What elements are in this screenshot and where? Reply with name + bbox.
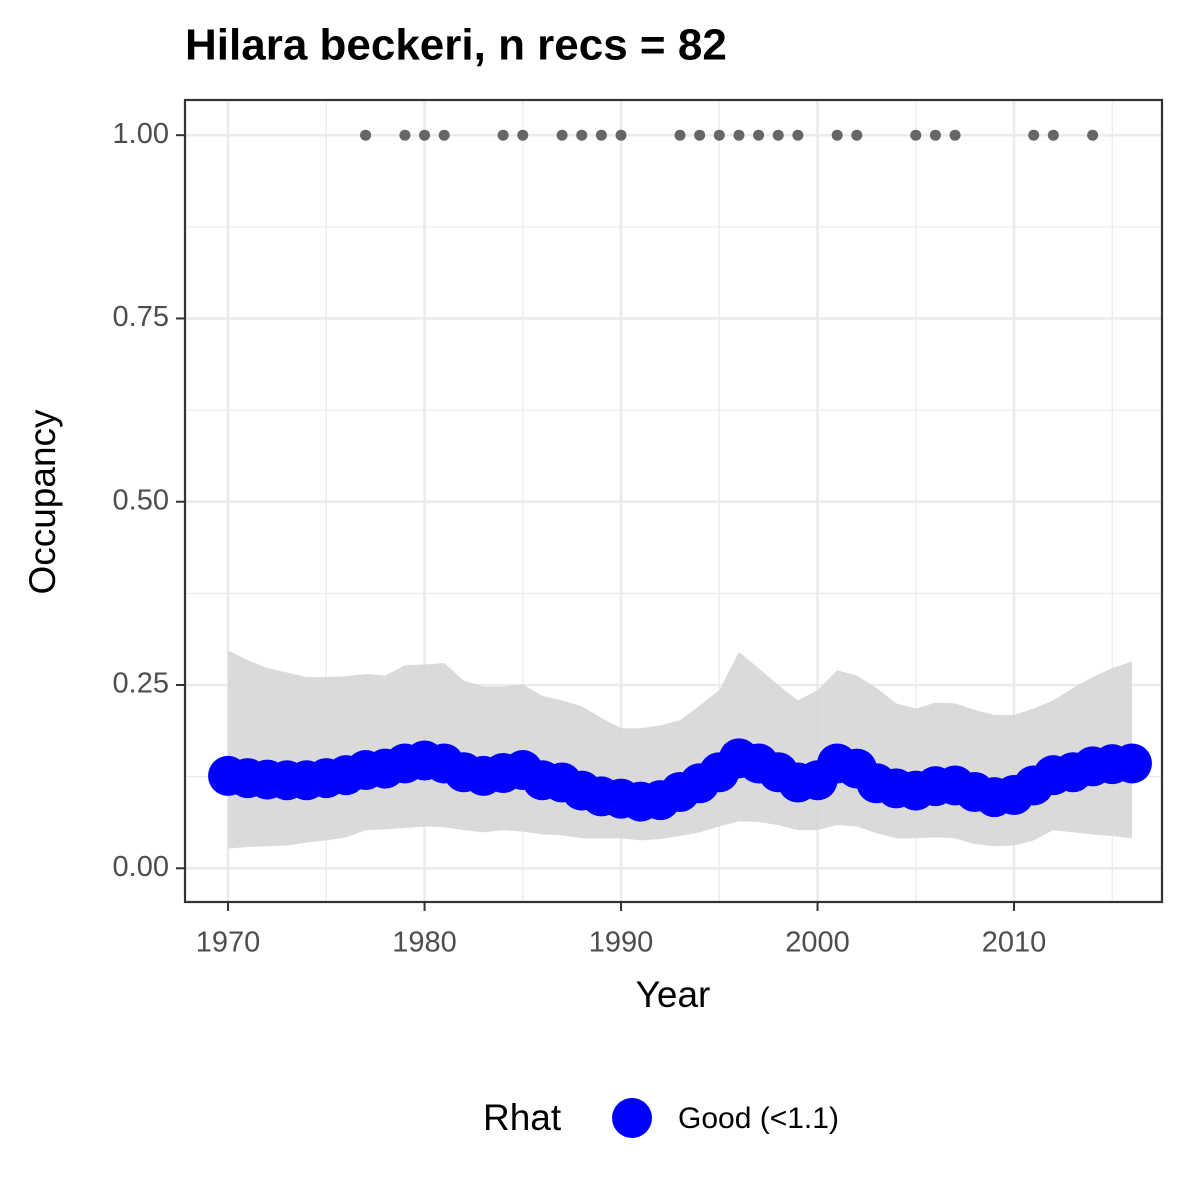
record-point <box>929 129 941 141</box>
record-point <box>1087 129 1099 141</box>
x-tick-label: 1980 <box>392 927 457 959</box>
record-point <box>399 129 411 141</box>
occupancy-point <box>1111 743 1152 784</box>
record-point <box>910 129 922 141</box>
record-point <box>949 129 961 141</box>
x-tick-label: 2010 <box>982 927 1047 959</box>
x-tick-label: 1970 <box>196 927 261 959</box>
chart-title: Hilara beckeri, n recs = 82 <box>185 21 727 70</box>
record-point <box>831 129 843 141</box>
y-tick-label: 0.50 <box>113 484 169 516</box>
record-point <box>360 129 372 141</box>
record-point <box>615 129 627 141</box>
record-point <box>851 129 863 141</box>
record-point <box>1047 129 1059 141</box>
y-tick-label: 1.00 <box>113 118 169 150</box>
y-tick-label: 0.75 <box>113 301 169 333</box>
panel-border <box>183 98 1164 904</box>
record-point <box>694 129 706 141</box>
record-point <box>1028 129 1040 141</box>
legend-swatch <box>612 1098 652 1138</box>
y-tick-label: 0.25 <box>113 668 169 700</box>
record-point <box>595 129 607 141</box>
record-point <box>497 129 509 141</box>
record-point <box>438 129 450 141</box>
legend-label: Good (<1.1) <box>678 1102 839 1135</box>
x-axis-title: Year <box>636 974 711 1015</box>
record-point <box>576 129 588 141</box>
x-tick-label: 1990 <box>589 927 654 959</box>
y-axis-title: Occupancy <box>22 409 63 595</box>
record-point <box>772 129 784 141</box>
x-tick-label: 2000 <box>785 927 850 959</box>
record-point <box>713 129 725 141</box>
record-point <box>674 129 686 141</box>
record-point <box>733 129 745 141</box>
record-point <box>556 129 568 141</box>
record-point <box>419 129 431 141</box>
legend-title: Rhat <box>483 1097 562 1138</box>
record-point <box>753 129 765 141</box>
record-point <box>792 129 804 141</box>
record-point <box>517 129 529 141</box>
y-tick-label: 0.00 <box>113 851 169 883</box>
